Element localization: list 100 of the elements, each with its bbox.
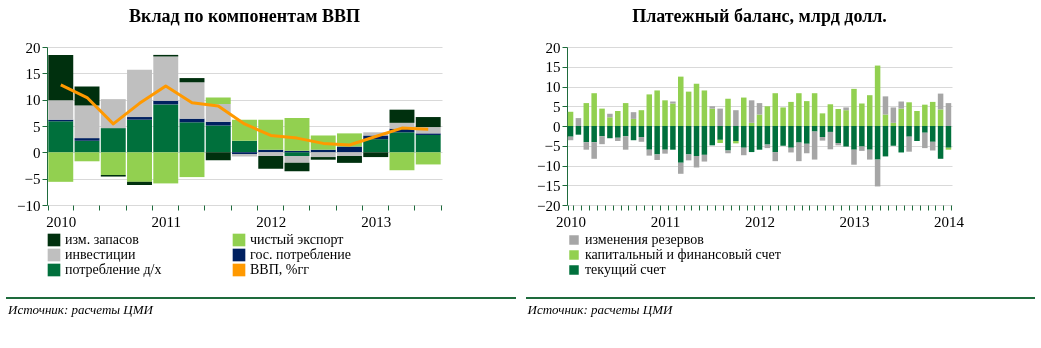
bar: [363, 139, 389, 153]
x-tick-label: 2012: [256, 213, 287, 230]
bar: [771, 152, 778, 162]
bar: [748, 100, 754, 123]
bar: [179, 122, 205, 153]
bar: [913, 110, 920, 126]
legend-label: гос. потребление: [250, 247, 351, 262]
bar: [866, 95, 872, 126]
bar: [630, 126, 636, 141]
bar: [945, 126, 951, 148]
y-tick-label: −5: [24, 171, 41, 188]
bar: [701, 90, 707, 126]
bar: [921, 132, 928, 149]
x-tick-label: 2013: [838, 213, 869, 230]
bar: [567, 111, 573, 126]
chart-title: Вклад по компонентам ВВП: [129, 6, 360, 26]
bar: [724, 98, 731, 126]
bar: [127, 117, 152, 120]
bar: [598, 126, 605, 137]
bar: [622, 103, 628, 126]
bar: [811, 126, 817, 132]
bar: [415, 152, 441, 165]
bar: [732, 141, 739, 144]
bar: [740, 147, 747, 156]
bar: [756, 126, 762, 150]
bar: [614, 126, 621, 138]
bar: [937, 126, 943, 159]
x-tick-label: 2012: [744, 213, 775, 230]
text: Источник: расчеты ЦМИ: [525, 297, 1035, 321]
bar: [897, 126, 904, 153]
bar: [905, 136, 912, 152]
bar: [858, 146, 865, 151]
bar: [205, 152, 231, 161]
bar: [890, 126, 896, 146]
bar: [653, 126, 660, 155]
bar: [661, 126, 668, 150]
bar: [716, 126, 723, 140]
bar: [913, 126, 920, 142]
bar: [74, 105, 100, 139]
bar: [811, 93, 817, 126]
bar: [74, 138, 100, 141]
bar: [583, 103, 589, 126]
bar: [842, 107, 849, 111]
y-tick-label: 0: [552, 118, 560, 135]
bar: [716, 139, 723, 143]
text: Источник: расчеты ЦМИ: [6, 297, 516, 321]
bar: [74, 152, 100, 162]
bar: [638, 110, 644, 126]
bar: [693, 126, 699, 157]
bar: [389, 152, 415, 171]
bar: [205, 97, 231, 104]
y-tick-label: 20: [545, 39, 560, 56]
bar: [811, 131, 817, 160]
legend-label: текущий счет: [584, 262, 666, 277]
bar: [127, 181, 152, 185]
bar: [850, 88, 857, 126]
bar: [575, 118, 581, 126]
bar: [866, 126, 872, 150]
bar: [834, 126, 841, 143]
bar: [819, 113, 825, 126]
bar: [709, 106, 715, 109]
bar: [583, 142, 589, 150]
bar: [756, 103, 762, 115]
bar: [771, 126, 778, 153]
bar: [74, 140, 100, 153]
bar: [771, 93, 778, 126]
bar: [415, 134, 441, 153]
x-tick-label: 2010: [555, 213, 586, 230]
bar: [646, 94, 652, 126]
bar: [850, 149, 857, 165]
line-series: [59, 83, 430, 147]
x-tick-label: 2011: [650, 213, 680, 230]
y-tick-label: 10: [545, 79, 560, 95]
bar: [842, 126, 849, 147]
bar: [179, 78, 205, 83]
bar: [590, 142, 597, 159]
bar: [803, 101, 809, 126]
bar: [787, 126, 794, 148]
bar: [874, 65, 880, 126]
bar: [284, 152, 310, 157]
bar: [685, 91, 691, 126]
y-tick-label: −15: [536, 177, 560, 194]
bar: [693, 83, 699, 126]
bar: [819, 126, 825, 138]
y-tick-label: −10: [536, 158, 560, 174]
bar: [389, 132, 415, 153]
bar: [567, 126, 573, 137]
y-tick-label: 15: [25, 65, 41, 82]
bar: [858, 103, 865, 126]
bar: [646, 149, 652, 156]
bar: [827, 126, 833, 132]
y-tick-label: −10: [17, 197, 41, 214]
bar: [787, 101, 794, 126]
bar: [606, 126, 613, 139]
x-tick-label: 2010: [46, 213, 77, 230]
y-tick-label: 10: [25, 92, 41, 109]
bar: [740, 97, 747, 126]
bar: [677, 162, 684, 174]
bar: [819, 137, 825, 141]
bar: [866, 149, 872, 160]
